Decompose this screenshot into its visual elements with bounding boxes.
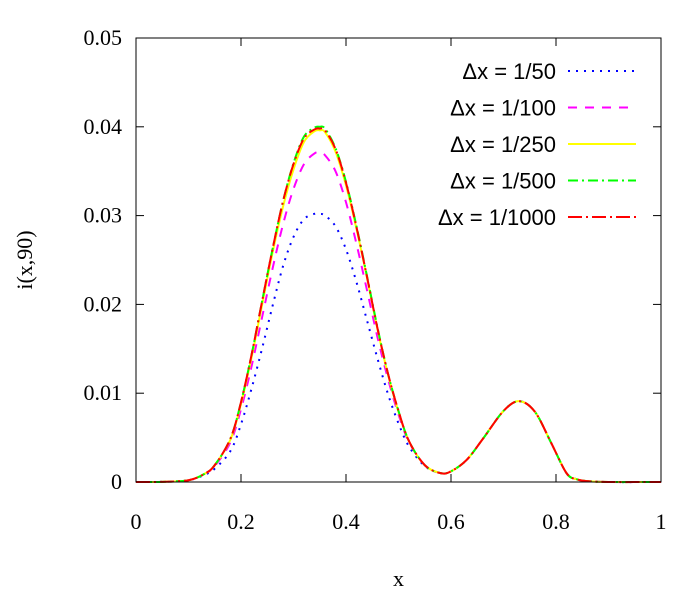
y-tick-label: 0.02: [84, 291, 123, 316]
legend-entry: Δx = 1/50: [462, 59, 636, 84]
legend-entry: Δx = 1/100: [450, 96, 636, 121]
x-tick-label: 0.8: [542, 509, 570, 534]
legend-entry: Δx = 1/500: [450, 169, 636, 194]
legend-label: Δx = 1/50: [462, 59, 556, 84]
legend-entry: Δx = 1/1000: [438, 205, 636, 230]
plot-frame: [135, 37, 662, 483]
x-tick-label: 0.4: [332, 509, 360, 534]
series-line-1: [135, 212, 662, 484]
y-tick-label: 0.05: [84, 25, 123, 50]
x-tick-label: 0.2: [227, 509, 255, 534]
series-line-2: [135, 151, 662, 484]
legend-label: Δx = 1/250: [450, 132, 556, 157]
y-tick-label: 0.04: [84, 114, 123, 139]
x-tick-label: 1: [656, 509, 667, 534]
y-axis-label: i(x,90): [12, 230, 37, 289]
series-line-3: [135, 128, 662, 484]
legend-entry: Δx = 1/250: [450, 132, 636, 157]
y-tick-label: 0.01: [84, 380, 123, 405]
ticks-layer: 0 0.2 0.4 0.6 0.8 1 0 0.01 0.02 0.03 0.04 0.05: [84, 25, 667, 534]
y-tick-label: 0: [111, 469, 122, 494]
legend-label: Δx = 1/100: [450, 96, 556, 121]
x-tick-label: 0.6: [437, 509, 465, 534]
series-layer: [135, 125, 662, 484]
legend-label: Δx = 1/500: [450, 169, 556, 194]
legend-label: Δx = 1/1000: [438, 205, 556, 230]
legend: Δx = 1/50 Δx = 1/100 Δx = 1/250 Δx = 1/500 Δ…: [438, 59, 636, 230]
series-line-5: [135, 127, 662, 484]
x-axis-label: x: [393, 566, 404, 591]
x-tick-label: 0: [131, 509, 142, 534]
y-tick-label: 0.03: [84, 203, 123, 228]
